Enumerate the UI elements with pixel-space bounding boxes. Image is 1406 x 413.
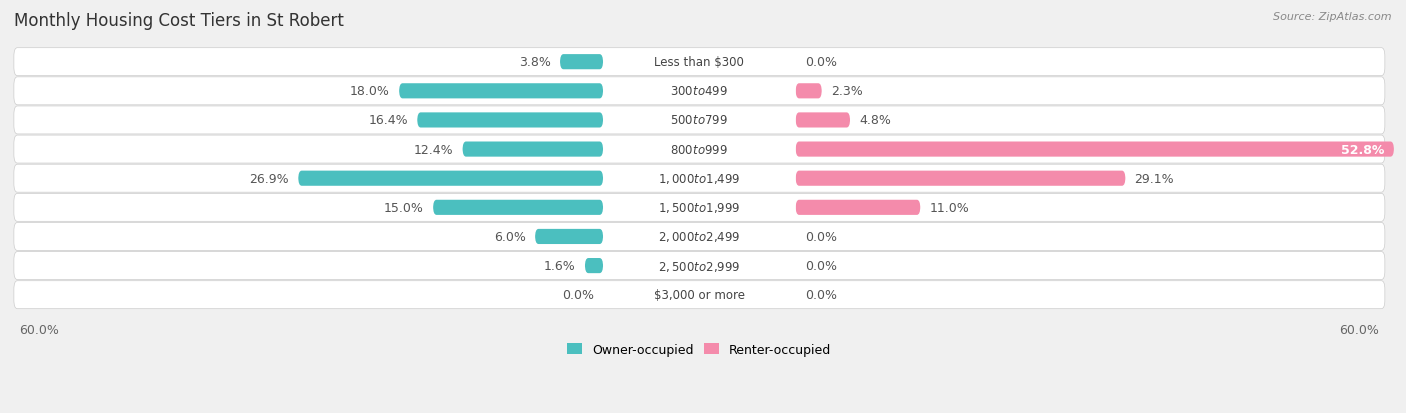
FancyBboxPatch shape [14, 252, 1385, 280]
FancyBboxPatch shape [14, 49, 1385, 76]
FancyBboxPatch shape [463, 142, 603, 157]
Text: 12.4%: 12.4% [413, 143, 454, 156]
Text: 52.8%: 52.8% [1341, 143, 1385, 156]
FancyBboxPatch shape [603, 171, 796, 186]
FancyBboxPatch shape [603, 55, 796, 70]
FancyBboxPatch shape [796, 84, 821, 99]
Text: $2,000 to $2,499: $2,000 to $2,499 [658, 230, 741, 244]
Text: 18.0%: 18.0% [350, 85, 389, 98]
Text: 2.3%: 2.3% [831, 85, 862, 98]
Text: 0.0%: 0.0% [804, 230, 837, 243]
FancyBboxPatch shape [585, 259, 603, 273]
FancyBboxPatch shape [14, 281, 1385, 309]
Text: $3,000 or more: $3,000 or more [654, 289, 745, 301]
FancyBboxPatch shape [603, 142, 796, 157]
FancyBboxPatch shape [14, 107, 1385, 135]
FancyBboxPatch shape [14, 136, 1385, 164]
FancyBboxPatch shape [796, 142, 1393, 157]
Text: 4.8%: 4.8% [859, 114, 891, 127]
Text: $300 to $499: $300 to $499 [671, 85, 728, 98]
Text: 0.0%: 0.0% [804, 259, 837, 273]
FancyBboxPatch shape [560, 55, 603, 70]
Text: 16.4%: 16.4% [368, 114, 408, 127]
Text: 6.0%: 6.0% [494, 230, 526, 243]
FancyBboxPatch shape [603, 200, 796, 216]
Text: 0.0%: 0.0% [562, 289, 593, 301]
Text: Source: ZipAtlas.com: Source: ZipAtlas.com [1274, 12, 1392, 22]
FancyBboxPatch shape [603, 229, 796, 244]
FancyBboxPatch shape [796, 171, 1125, 186]
FancyBboxPatch shape [796, 200, 921, 216]
Text: 3.8%: 3.8% [519, 56, 551, 69]
Text: Monthly Housing Cost Tiers in St Robert: Monthly Housing Cost Tiers in St Robert [14, 12, 344, 30]
Text: 60.0%: 60.0% [1340, 323, 1379, 336]
Text: 0.0%: 0.0% [804, 289, 837, 301]
FancyBboxPatch shape [796, 113, 851, 128]
Text: 0.0%: 0.0% [804, 56, 837, 69]
FancyBboxPatch shape [603, 259, 796, 273]
FancyBboxPatch shape [433, 200, 603, 216]
FancyBboxPatch shape [603, 84, 796, 99]
FancyBboxPatch shape [298, 171, 603, 186]
Text: $1,000 to $1,499: $1,000 to $1,499 [658, 172, 741, 186]
FancyBboxPatch shape [536, 229, 603, 244]
Text: $500 to $799: $500 to $799 [671, 114, 728, 127]
Text: 29.1%: 29.1% [1135, 172, 1174, 185]
FancyBboxPatch shape [603, 113, 796, 128]
Text: $800 to $999: $800 to $999 [671, 143, 728, 156]
Legend: Owner-occupied, Renter-occupied: Owner-occupied, Renter-occupied [562, 338, 837, 361]
FancyBboxPatch shape [418, 113, 603, 128]
FancyBboxPatch shape [14, 194, 1385, 222]
FancyBboxPatch shape [603, 287, 796, 303]
Text: 60.0%: 60.0% [20, 323, 59, 336]
Text: 1.6%: 1.6% [544, 259, 576, 273]
FancyBboxPatch shape [14, 165, 1385, 193]
Text: 11.0%: 11.0% [929, 202, 969, 214]
Text: $2,500 to $2,999: $2,500 to $2,999 [658, 259, 741, 273]
FancyBboxPatch shape [14, 78, 1385, 106]
Text: 26.9%: 26.9% [250, 172, 290, 185]
Text: Less than $300: Less than $300 [654, 56, 744, 69]
Text: $1,500 to $1,999: $1,500 to $1,999 [658, 201, 741, 215]
FancyBboxPatch shape [14, 223, 1385, 251]
FancyBboxPatch shape [399, 84, 603, 99]
Text: 15.0%: 15.0% [384, 202, 425, 214]
